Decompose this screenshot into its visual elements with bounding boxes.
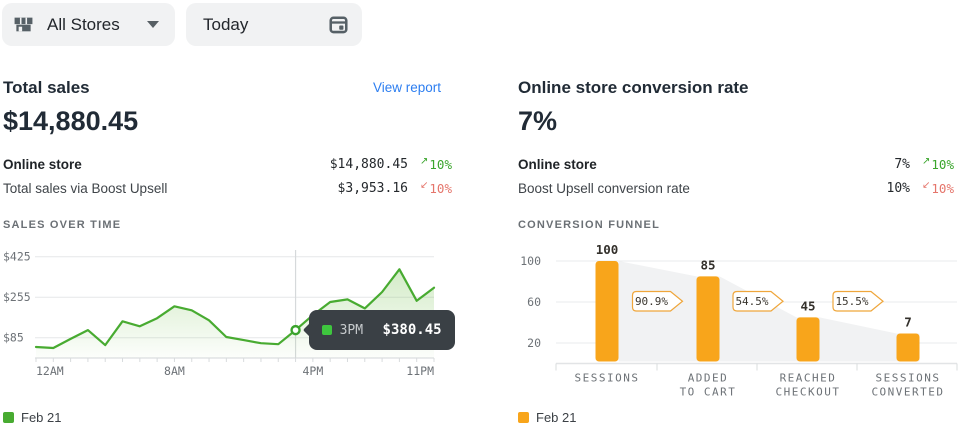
svg-text:4PM: 4PM [302,364,323,378]
delta-badge: ↙ 10% [420,179,452,196]
total-sales-panel: Total sales View report $14,880.45 Onlin… [3,76,458,428]
legend-label: Feb 21 [536,410,577,425]
store-selector-label: All Stores [47,14,120,34]
calendar-icon [328,14,349,35]
funnel-bar [896,333,920,362]
svg-text:TO CART: TO CART [680,386,737,399]
legend-swatch-icon [3,412,14,423]
metric-value: $14,880.45 [329,156,408,172]
funnel-bar [796,317,820,362]
arrow-up-icon: ↗ [922,155,931,167]
svg-text:90.9%: 90.9% [635,295,668,308]
svg-text:SESSIONS: SESSIONS [876,372,941,385]
metric-label: Online store [518,156,597,172]
svg-text:60: 60 [527,295,541,309]
svg-text:8AM: 8AM [164,364,185,378]
metric-value: $3,953.16 [337,180,408,196]
conversion-funnel-chart[interactable]: 100 60 20 100 85 45 7 90.9% 54.5% 15.5% SESSIONS AD… [518,240,960,410]
chevron-down-icon [147,21,159,28]
total-sales-value: $14,880.45 [3,106,139,136]
delta-badge: ↗ 10% [420,155,452,172]
conversion-panel: Online store conversion rate 7% Online s… [518,76,960,428]
funnel-bar [595,261,619,362]
svg-text:CONVERTED: CONVERTED [871,386,944,399]
metric-label: Online store [3,156,82,172]
delta-badge: ↗ 10% [922,155,954,172]
metric-row-boost-upsell-rate: Boost Upsell conversion rate 10% ↙ 10% [518,178,960,198]
svg-text:$85: $85 [3,331,24,345]
funnel-legend: Feb 21 [518,410,576,425]
store-selector-button[interactable]: All Stores [2,3,175,46]
svg-text:SESSIONS: SESSIONS [575,372,640,385]
conversion-title: Online store conversion rate [518,78,749,97]
svg-text:11PM: 11PM [406,364,434,378]
legend-label: Feb 21 [21,410,62,425]
svg-text:100: 100 [520,254,541,268]
conversion-badge [732,290,784,312]
metric-value: 10% [886,180,910,196]
hover-point-marker [290,324,301,336]
delta-badge: ↙ 10% [922,179,954,196]
metric-row-online-store: Online store $14,880.45 ↗ 10% [3,154,458,174]
svg-text:CHECKOUT: CHECKOUT [776,386,841,399]
conversion-badge [631,290,684,312]
svg-text:REACHED: REACHED [780,372,837,385]
metric-label: Boost Upsell conversion rate [518,180,690,196]
conversion-value: 7% [518,106,558,136]
svg-text:12AM: 12AM [36,364,64,378]
conversion-funnel-heading: CONVERSION FUNNEL [518,219,661,231]
legend-swatch-icon [321,325,332,336]
svg-text:45: 45 [800,298,815,313]
svg-text:$255: $255 [3,290,31,304]
total-sales-title: Total sales [3,78,90,97]
tooltip-time: 3PM [339,322,364,338]
chart-tooltip: 3PM $380.45 [308,310,455,351]
funnel-bar [696,276,720,362]
metric-row-online-store-rate: Online store 7% ↗ 10% [518,154,960,174]
sales-line-chart[interactable]: 3PM $380.45 $425 $255 $85 12AM 8AM 4PM 11PM [3,240,458,390]
svg-text:15.5%: 15.5% [835,295,868,308]
svg-text:100: 100 [596,242,619,257]
conversion-funnel-svg: 100 60 20 100 85 45 7 90.9% 54.5% 15.5% SESSIONS AD… [520,242,958,399]
svg-text:20: 20 [527,336,541,350]
arrow-up-icon: ↗ [420,155,429,167]
sales-over-time-heading: SALES OVER TIME [3,219,122,231]
metric-value: 7% [894,156,910,172]
metric-label: Total sales via Boost Upsell [3,180,168,196]
tooltip-value: $380.45 [382,322,442,339]
svg-text:7: 7 [904,315,912,330]
view-report-link[interactable]: View report [372,80,441,95]
svg-text:85: 85 [700,257,715,272]
sales-legend: Feb 21 [3,410,61,425]
date-selector-label: Today [203,14,249,34]
svg-text:ADDED: ADDED [688,372,729,385]
svg-text:$425: $425 [3,250,31,264]
arrow-down-icon: ↙ [420,179,429,191]
storefront-icon [13,14,34,35]
legend-swatch-icon [518,412,529,423]
date-selector-button[interactable]: Today [186,3,362,46]
arrow-down-icon: ↙ [922,179,931,191]
svg-text:54.5%: 54.5% [735,295,768,308]
conversion-badge [832,290,884,312]
metric-row-boost-upsell: Total sales via Boost Upsell $3,953.16 ↙… [3,178,458,198]
